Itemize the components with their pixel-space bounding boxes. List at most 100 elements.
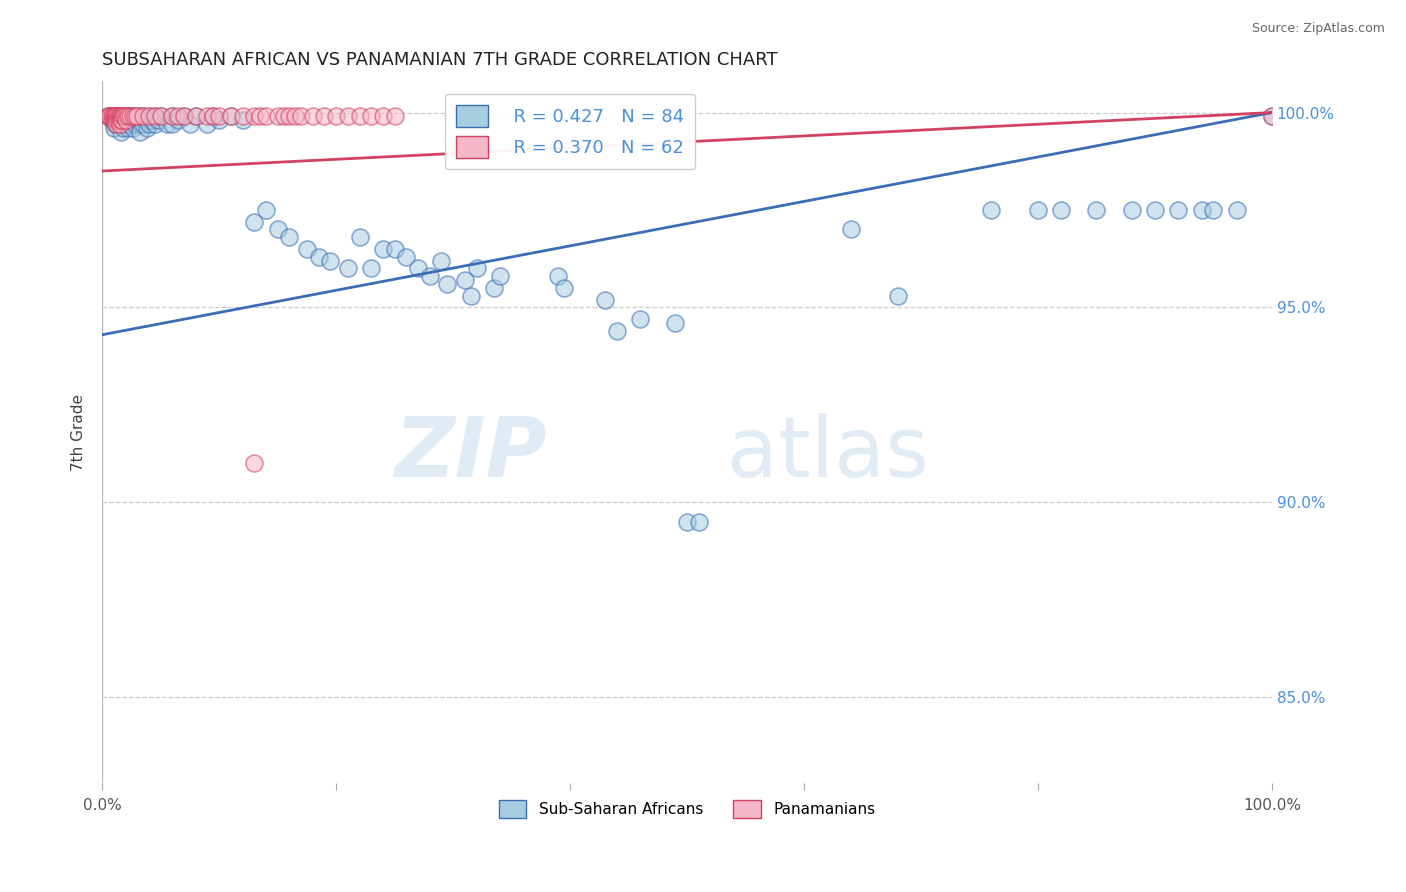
Point [254,110,277,124]
Point [124,117,146,131]
Point [273,110,295,124]
Point [676,515,699,529]
Point [128,125,150,139]
Text: Source: ZipAtlas.com: Source: ZipAtlas.com [1251,22,1385,36]
Point [278,230,301,244]
Point [301,110,323,124]
Point [173,110,195,124]
Point [121,113,143,128]
Point [110,117,132,131]
Point [103,121,125,136]
Point [1226,202,1249,217]
Point [319,253,342,268]
Point [1026,202,1049,217]
Point [117,121,139,136]
Point [104,110,127,124]
Point [1191,202,1213,217]
Point [184,110,207,124]
Point [105,110,128,124]
Point [1202,202,1225,217]
Point [111,110,134,124]
Point [148,113,170,128]
Point [114,113,136,128]
Point [111,113,134,128]
Point [107,113,129,128]
Point [135,113,157,128]
Point [117,110,139,124]
Point [266,222,288,236]
Point [120,110,142,124]
Point [628,312,651,326]
Point [120,117,142,131]
Point [384,242,406,256]
Point [117,113,139,128]
Point [132,110,155,124]
Text: SUBSAHARAN AFRICAN VS PANAMANIAN 7TH GRADE CORRELATION CHART: SUBSAHARAN AFRICAN VS PANAMANIAN 7TH GRA… [103,51,778,69]
Point [430,253,453,268]
Point [100,110,122,124]
Point [138,110,160,124]
Point [114,110,136,124]
Point [184,110,207,124]
Point [254,202,277,217]
Point [105,117,128,131]
Point [162,110,184,124]
Point [419,269,441,284]
Point [179,117,201,131]
Point [162,110,184,124]
Point [114,117,136,131]
Point [105,117,128,131]
Point [314,110,336,124]
Point [243,456,266,470]
Point [97,110,120,124]
Point [243,110,266,124]
Point [100,110,122,124]
Point [108,110,131,124]
Point [308,250,330,264]
Point [208,113,231,128]
Point [127,110,149,124]
Point [121,121,143,136]
Point [105,110,128,124]
Point [120,110,142,124]
Point [112,121,135,136]
Point [108,117,131,131]
Point [112,110,135,124]
Point [127,113,149,128]
Point [135,121,157,136]
Point [208,110,231,124]
Point [167,110,190,124]
Point [141,113,163,128]
Point [336,110,359,124]
Point [349,230,371,244]
Point [143,110,166,124]
Point [284,110,307,124]
Point [266,110,288,124]
Point [664,316,686,330]
Point [232,110,254,124]
Point [104,113,127,128]
Point [117,110,139,124]
Point [114,110,136,124]
Point [295,242,318,256]
Point [143,110,166,124]
Point [593,293,616,307]
Point [243,215,266,229]
Point [349,110,371,124]
Point [325,110,347,124]
Point [360,110,382,124]
Point [107,110,129,124]
Point [143,117,166,131]
Point [132,117,155,131]
Point [606,324,628,338]
Point [482,281,505,295]
Point [219,110,242,124]
Point [107,110,129,124]
Point [155,117,177,131]
Point [107,110,129,124]
Point [103,113,125,128]
Point [278,110,301,124]
Point [202,110,225,124]
Point [360,261,382,276]
Point [162,117,184,131]
